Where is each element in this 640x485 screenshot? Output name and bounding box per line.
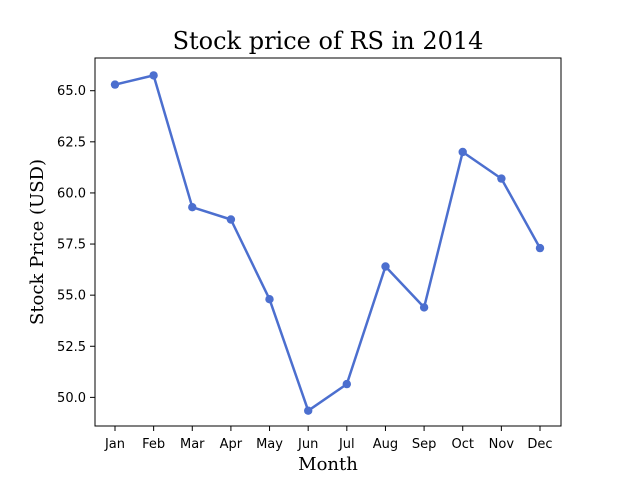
- data-point-jul: [342, 379, 351, 389]
- x-tick-label: Aug: [373, 437, 398, 452]
- data-point-apr: [226, 215, 236, 224]
- data-point-nov: [497, 174, 506, 183]
- data-point-mar: [188, 203, 197, 212]
- data-point-dec: [535, 243, 545, 253]
- y-axis-label: Stock Price (USD): [27, 159, 48, 325]
- series-line: [114, 74, 542, 412]
- x-tick-label: Jul: [338, 437, 355, 452]
- data-point-feb: [149, 71, 158, 80]
- x-tick-label: Sep: [412, 437, 437, 452]
- x-tick-label: Mar: [180, 437, 205, 452]
- plot-area: [110, 71, 545, 415]
- x-axis-label: Month: [298, 454, 358, 475]
- data-point-jan: [110, 80, 120, 89]
- x-tick-label: Jun: [297, 437, 318, 452]
- y-tick-label: 55.0: [57, 289, 86, 304]
- data-point-jun: [304, 406, 313, 415]
- y-tick-label: 50.0: [57, 391, 86, 406]
- data-point-may: [265, 295, 274, 304]
- x-tick-label: Apr: [220, 437, 243, 452]
- y-tick-label: 57.5: [57, 238, 86, 253]
- chart-title: Stock price of RS in 2014: [173, 27, 484, 55]
- y-tick-label: 62.5: [57, 135, 86, 150]
- data-point-sep: [419, 303, 429, 312]
- y-tick-label: 52.5: [57, 340, 86, 355]
- x-tick-label: Feb: [142, 437, 165, 452]
- y-tick-label: 60.0: [57, 186, 86, 201]
- x-tick-label: Nov: [489, 437, 515, 452]
- x-tick-label: Oct: [451, 437, 473, 452]
- y-tick-label: 65.0: [57, 84, 86, 99]
- plot-frame: [94, 57, 562, 427]
- x-tick-label: Dec: [527, 437, 552, 452]
- x-tick-label: Jan: [104, 437, 125, 452]
- data-point-aug: [381, 262, 390, 271]
- x-tick-label: May: [256, 437, 283, 452]
- x-axis: Jan Feb Mar Apr May Jun Jul Aug Sep Oct Nov Dec: [104, 426, 553, 452]
- y-axis: 50.0 52.5 55.0 57.5 60.0 62.5 65.0: [57, 84, 95, 406]
- data-point-oct: [458, 147, 467, 157]
